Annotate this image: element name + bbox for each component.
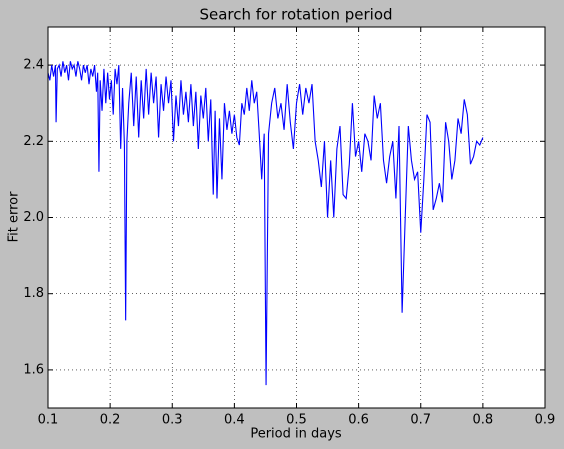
y-tick-label: 1.8 (23, 286, 44, 301)
y-axis-label: Fit error (7, 191, 22, 243)
x-tick-label: 0.3 (162, 413, 183, 428)
x-tick-label: 0.2 (100, 413, 121, 428)
x-tick-label: 0.9 (535, 413, 556, 428)
y-tick-label: 2.4 (23, 58, 44, 73)
y-tick-label: 2.0 (23, 210, 44, 225)
x-tick-label: 0.8 (473, 413, 494, 428)
data-line (47, 61, 484, 386)
y-tick-label: 2.2 (23, 134, 44, 149)
x-tick-label: 0.6 (348, 413, 369, 428)
chart-title: Search for rotation period (199, 6, 392, 24)
x-tick-label: 0.7 (410, 413, 431, 428)
axes-frame (47, 26, 546, 409)
x-axis-label: Period in days (250, 427, 342, 442)
x-tick-label: 0.1 (38, 413, 59, 428)
x-tick-label: 0.4 (224, 413, 245, 428)
x-tick-label: 0.5 (286, 413, 307, 428)
y-tick-label: 1.6 (23, 362, 44, 377)
